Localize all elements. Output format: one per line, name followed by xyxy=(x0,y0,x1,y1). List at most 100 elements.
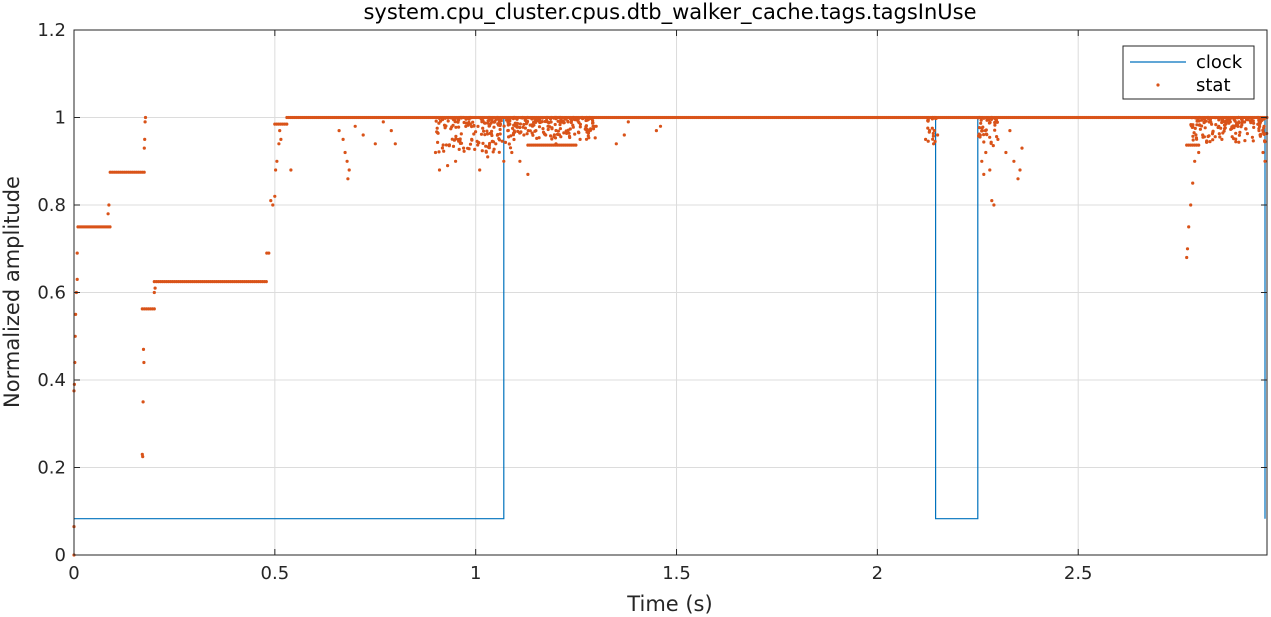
stat-point xyxy=(658,124,663,128)
y-tick-label: 1 xyxy=(55,108,66,129)
stat-point xyxy=(558,121,563,125)
stat-point xyxy=(576,119,580,123)
stat-point xyxy=(454,137,458,141)
stat-point xyxy=(1187,225,1191,229)
stat-point xyxy=(457,139,461,143)
x-axis-title: Time (s) xyxy=(626,592,712,616)
legend-stat-swatch xyxy=(1156,83,1160,87)
stat-point xyxy=(534,129,538,133)
stat-point xyxy=(982,116,986,120)
stat-point xyxy=(513,116,517,120)
stat-point xyxy=(988,168,992,172)
stat-point xyxy=(518,125,522,130)
stat-point xyxy=(977,126,982,130)
y-tick-label: 0 xyxy=(55,545,66,566)
stat-point xyxy=(497,120,501,124)
stat-point xyxy=(584,137,589,141)
stat-point xyxy=(995,135,999,139)
stat-point xyxy=(535,136,539,140)
stat-point xyxy=(548,117,553,121)
stat-point xyxy=(586,129,590,133)
stat-point xyxy=(1245,132,1249,136)
legend-clock-label: clock xyxy=(1196,52,1243,73)
stat-point xyxy=(567,131,571,135)
stat-point xyxy=(933,115,937,120)
stat-point xyxy=(626,120,630,124)
stat-point xyxy=(1018,168,1022,172)
stat-point xyxy=(373,142,377,146)
stat-point xyxy=(1197,150,1201,155)
stat-point xyxy=(591,127,596,131)
stat-point xyxy=(558,127,563,131)
stat-point xyxy=(1257,129,1261,133)
stat-point xyxy=(1225,117,1229,121)
stat-point xyxy=(443,116,447,120)
stat-point xyxy=(143,137,147,141)
stat-point xyxy=(507,142,511,146)
stat-point xyxy=(1263,139,1267,143)
stat-point xyxy=(468,142,473,146)
stat-point xyxy=(440,146,444,150)
stat-point xyxy=(343,150,347,155)
stat-point xyxy=(577,131,581,135)
stat-point xyxy=(1237,120,1241,124)
x-tick-label: 1 xyxy=(470,563,481,584)
stat-point xyxy=(271,203,275,207)
y-tick-label: 0.4 xyxy=(37,370,66,391)
stat-point xyxy=(1016,177,1020,181)
stat-point xyxy=(108,225,112,229)
stat-point xyxy=(345,159,349,163)
stat-point xyxy=(584,118,588,123)
stat-point xyxy=(515,121,519,125)
stat-point xyxy=(487,116,491,120)
stat-point xyxy=(931,134,936,138)
stat-point xyxy=(516,129,520,133)
stat-point xyxy=(553,122,557,127)
stat-point xyxy=(470,137,474,141)
stat-point xyxy=(152,307,156,311)
stat-point xyxy=(481,119,485,123)
stat-point xyxy=(142,360,146,365)
legend: clock stat xyxy=(1122,45,1255,100)
stat-point xyxy=(495,117,499,121)
stat-point xyxy=(980,159,984,163)
stat-point xyxy=(506,120,510,124)
stat-point xyxy=(996,137,1000,141)
stat-point xyxy=(572,116,576,120)
stat-point xyxy=(1012,159,1016,163)
stat-point xyxy=(451,123,455,127)
stat-point xyxy=(279,137,283,141)
stat-point xyxy=(980,129,985,133)
x-tick-label: 2 xyxy=(872,563,883,584)
stat-point xyxy=(1234,131,1238,135)
stat-point xyxy=(1185,247,1190,251)
stat-point xyxy=(978,133,982,137)
stat-point xyxy=(931,137,935,141)
stat-point xyxy=(1250,118,1254,122)
stat-point xyxy=(586,134,590,138)
stat-point xyxy=(486,155,490,159)
stat-point xyxy=(454,134,458,138)
stat-point xyxy=(566,128,570,132)
stat-point xyxy=(544,133,548,137)
stat-point xyxy=(1237,140,1241,144)
stat-point xyxy=(546,127,550,132)
stat-point xyxy=(512,129,516,133)
stat-point xyxy=(353,124,357,128)
stat-point xyxy=(1202,120,1206,124)
stat-point xyxy=(74,312,78,316)
stat-point xyxy=(508,117,512,121)
stat-point xyxy=(1220,137,1224,141)
stat-point xyxy=(464,117,468,121)
stat-point xyxy=(1201,133,1205,137)
stat-point xyxy=(472,124,476,128)
stat-point xyxy=(437,168,442,172)
stat-point xyxy=(930,117,934,121)
stat-point xyxy=(393,142,397,146)
stat-point xyxy=(492,125,496,129)
stat-point xyxy=(1243,120,1247,124)
stat-point xyxy=(1234,124,1238,128)
stat-point xyxy=(540,116,545,120)
stat-point xyxy=(1252,125,1256,129)
